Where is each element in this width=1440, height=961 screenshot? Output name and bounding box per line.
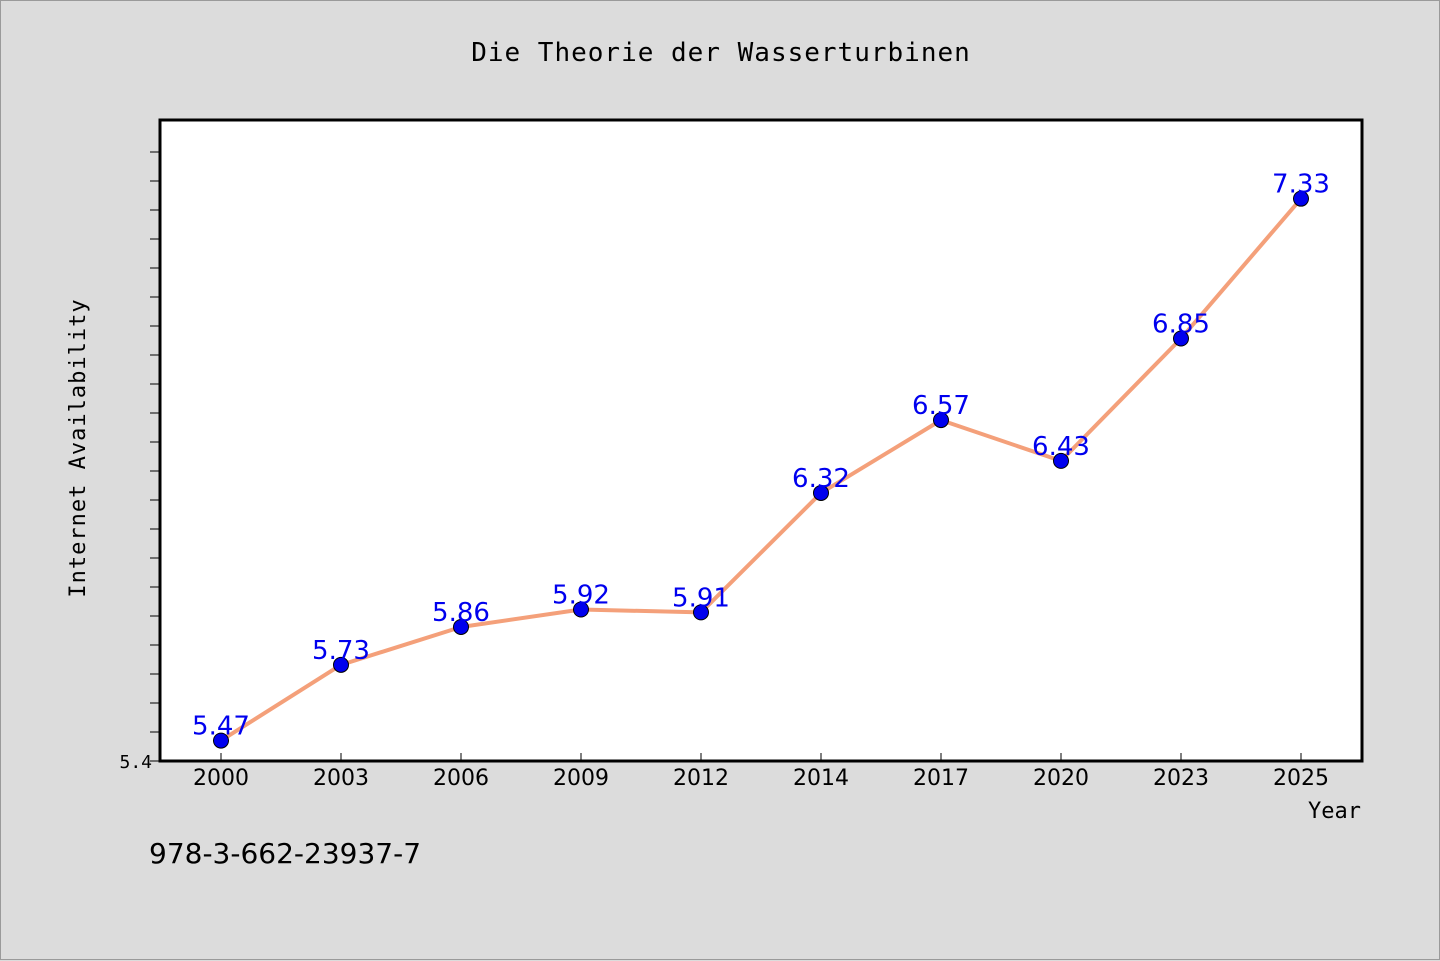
data-point	[1173, 330, 1189, 347]
data-label: 6.32	[792, 464, 850, 494]
x-tick-label: 2020	[1033, 766, 1089, 791]
data-point	[813, 484, 829, 501]
data-label: 5.73	[312, 636, 370, 666]
x-tick-label: 2023	[1153, 766, 1209, 791]
x-axis-tick-labels: 2000 2003 2006 2009 2012 2014 2017 2020 2023 2025	[193, 766, 1329, 791]
x-tick-label: 2009	[553, 766, 609, 791]
x-axis-ticks	[220, 753, 1302, 761]
data-point	[213, 732, 229, 749]
data-point	[1053, 452, 1069, 469]
y-axis-ticks	[150, 151, 160, 762]
data-label: 7.33	[1272, 170, 1330, 200]
y-axis-tick-labels: 5.4	[119, 752, 152, 773]
data-point	[693, 604, 709, 621]
plot-area	[158, 118, 1364, 763]
series-lines	[219, 197, 1303, 743]
x-tick-label: 2017	[913, 766, 969, 791]
data-point	[333, 656, 349, 673]
data-point	[1293, 190, 1309, 207]
data-point	[573, 601, 589, 618]
data-point	[933, 412, 949, 429]
data-label: 5.91	[672, 583, 730, 613]
x-tick-label: 2025	[1273, 766, 1329, 791]
isbn-text: 978-3-662-23937-7	[149, 837, 421, 870]
data-label: 5.92	[552, 580, 610, 610]
data-label: 6.43	[1032, 432, 1090, 462]
x-tick-label: 2006	[433, 766, 489, 791]
data-point	[453, 618, 469, 635]
y-axis-title: Internet Availability	[66, 298, 91, 597]
y-tick-label: 5.4	[119, 752, 152, 773]
x-tick-label: 2000	[193, 766, 249, 791]
data-label: 5.47	[192, 712, 250, 742]
x-tick-label: 2014	[793, 766, 849, 791]
data-label: 6.57	[912, 391, 970, 421]
data-labels: 5.47 5.73 5.86 5.92 5.91 6.32 6.57 6.43 6.85 7.33	[192, 170, 1330, 742]
series-points	[213, 190, 1309, 749]
data-label: 6.85	[1152, 310, 1210, 340]
x-axis-title: Year	[1308, 799, 1361, 824]
chart-title: Die Theorie der Wasserturbinen	[471, 38, 971, 68]
data-label: 5.86	[432, 598, 490, 628]
x-tick-label: 2012	[673, 766, 729, 791]
series-line	[219, 197, 1303, 743]
x-tick-label: 2003	[313, 766, 369, 791]
